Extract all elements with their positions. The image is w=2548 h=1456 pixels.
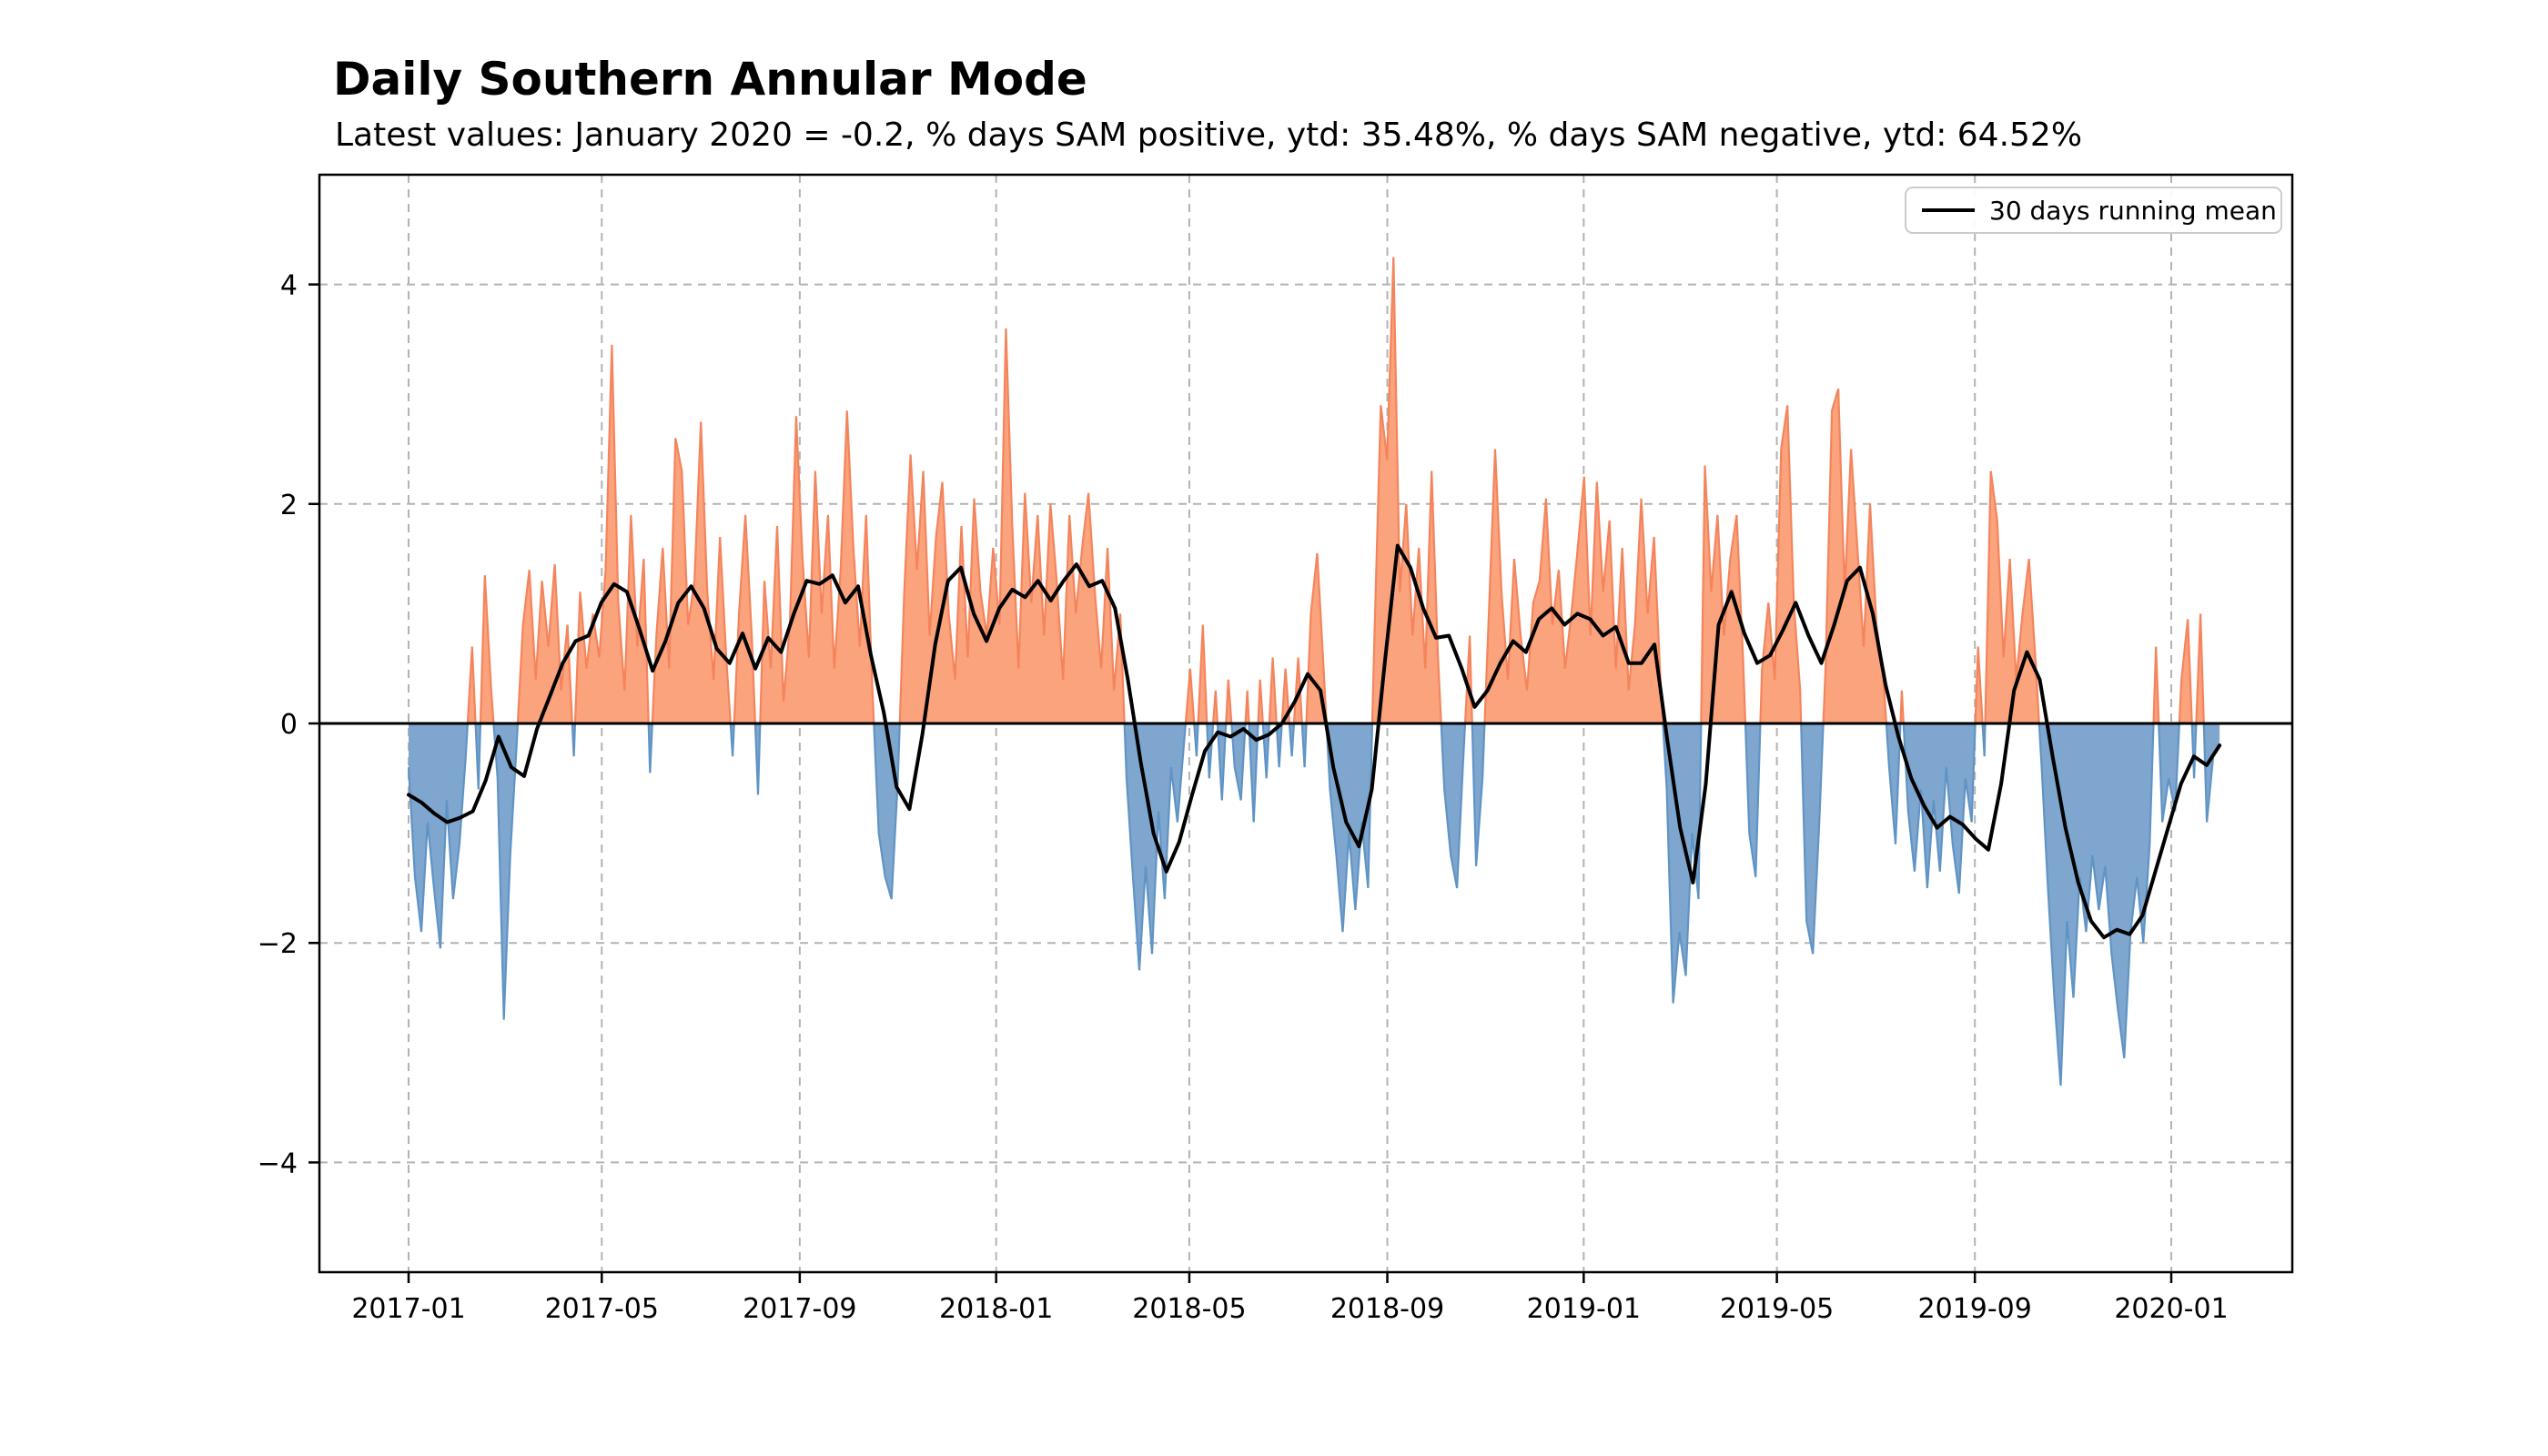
x-tick-label: 2018-01 bbox=[939, 1293, 1053, 1325]
x-tick-label: 2019-05 bbox=[1720, 1293, 1834, 1325]
tick-labels: 2017-01 2017-05 2017-09 2018-01 2018-05 2018-… bbox=[258, 270, 2229, 1325]
x-tick-label: 2017-09 bbox=[743, 1293, 856, 1325]
chart-title: Daily Southern Annular Mode bbox=[333, 53, 1087, 106]
legend-label: 30 days running mean bbox=[1989, 195, 2277, 226]
x-tick-label: 2018-05 bbox=[1132, 1293, 1246, 1325]
y-tick-label: 2 bbox=[280, 490, 298, 521]
x-tick-label: 2018-09 bbox=[1330, 1293, 1444, 1325]
x-tick-label: 2020-01 bbox=[2114, 1293, 2228, 1325]
y-tick-label: −4 bbox=[258, 1148, 298, 1179]
y-tick-label: 4 bbox=[280, 270, 298, 302]
legend-line-icon bbox=[1922, 208, 1975, 212]
y-tick-label: −2 bbox=[258, 928, 298, 960]
x-tick-label: 2019-01 bbox=[1527, 1293, 1641, 1325]
y-tick-label: 0 bbox=[280, 709, 298, 741]
legend: 30 days running mean bbox=[1905, 187, 2282, 234]
x-tick-label: 2017-01 bbox=[351, 1293, 465, 1325]
gridlines bbox=[319, 175, 2292, 1272]
x-tick-label: 2019-09 bbox=[1918, 1293, 2032, 1325]
running-mean-line bbox=[407, 543, 2222, 940]
daily-area-positive bbox=[409, 257, 2220, 723]
x-tick-label: 2017-05 bbox=[545, 1293, 659, 1325]
daily-edge-negative bbox=[407, 723, 2221, 1087]
chart-subtitle: Latest values: January 2020 = -0.2, % da… bbox=[335, 116, 2083, 154]
tick-marks bbox=[308, 283, 2173, 1283]
daily-edge-positive bbox=[466, 257, 2205, 723]
